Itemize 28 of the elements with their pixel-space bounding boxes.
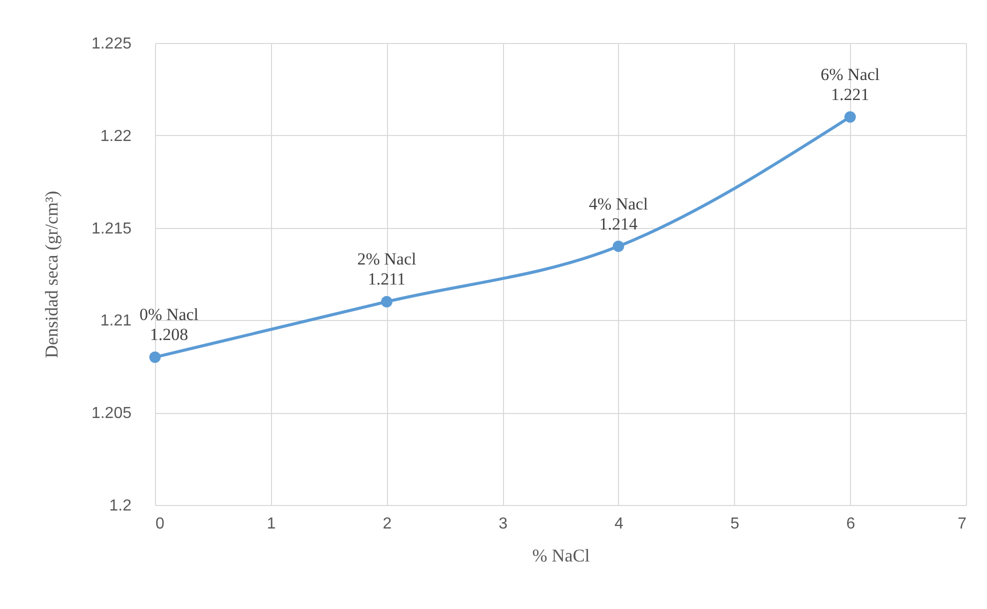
- y-tick-label: 1.205: [91, 405, 132, 422]
- x-tick-label: 6: [846, 516, 856, 532]
- annotation: 6% Nacl: [820, 64, 880, 84]
- x-tick-label: 3: [498, 516, 508, 532]
- annotation: 0% Nacl: [139, 305, 199, 324]
- y-tick-label: 1.225: [91, 36, 132, 52]
- y-tick-label: 1.21: [100, 312, 132, 330]
- point: [381, 296, 392, 308]
- data-label: 1.208: [150, 325, 188, 344]
- x-tick-label: 5: [730, 516, 740, 532]
- y-axis-title: Densidad seca (gr/cm³): [41, 190, 62, 358]
- x-tick-label: 4: [614, 516, 624, 532]
- y-tick-label: 1.22: [100, 128, 132, 145]
- annotation: 2% Nacl: [357, 250, 416, 269]
- y-tick-label: 1.2: [109, 498, 132, 514]
- data-label: 1.211: [368, 270, 406, 289]
- point: [149, 351, 161, 363]
- point: [612, 240, 624, 252]
- y-tick-label: 1.215: [91, 220, 132, 238]
- x-tick-label: 0: [156, 516, 164, 532]
- annotation: 4% Nacl: [588, 194, 648, 214]
- point: [844, 111, 856, 123]
- data-label: 1.214: [599, 214, 638, 234]
- x-tick-label: 7: [958, 516, 967, 532]
- data-label: 1.221: [831, 84, 870, 104]
- x-tick-label: 2: [382, 516, 392, 532]
- x-tick-label: 1: [266, 516, 276, 532]
- x-axis-title: % NaCl: [532, 546, 590, 566]
